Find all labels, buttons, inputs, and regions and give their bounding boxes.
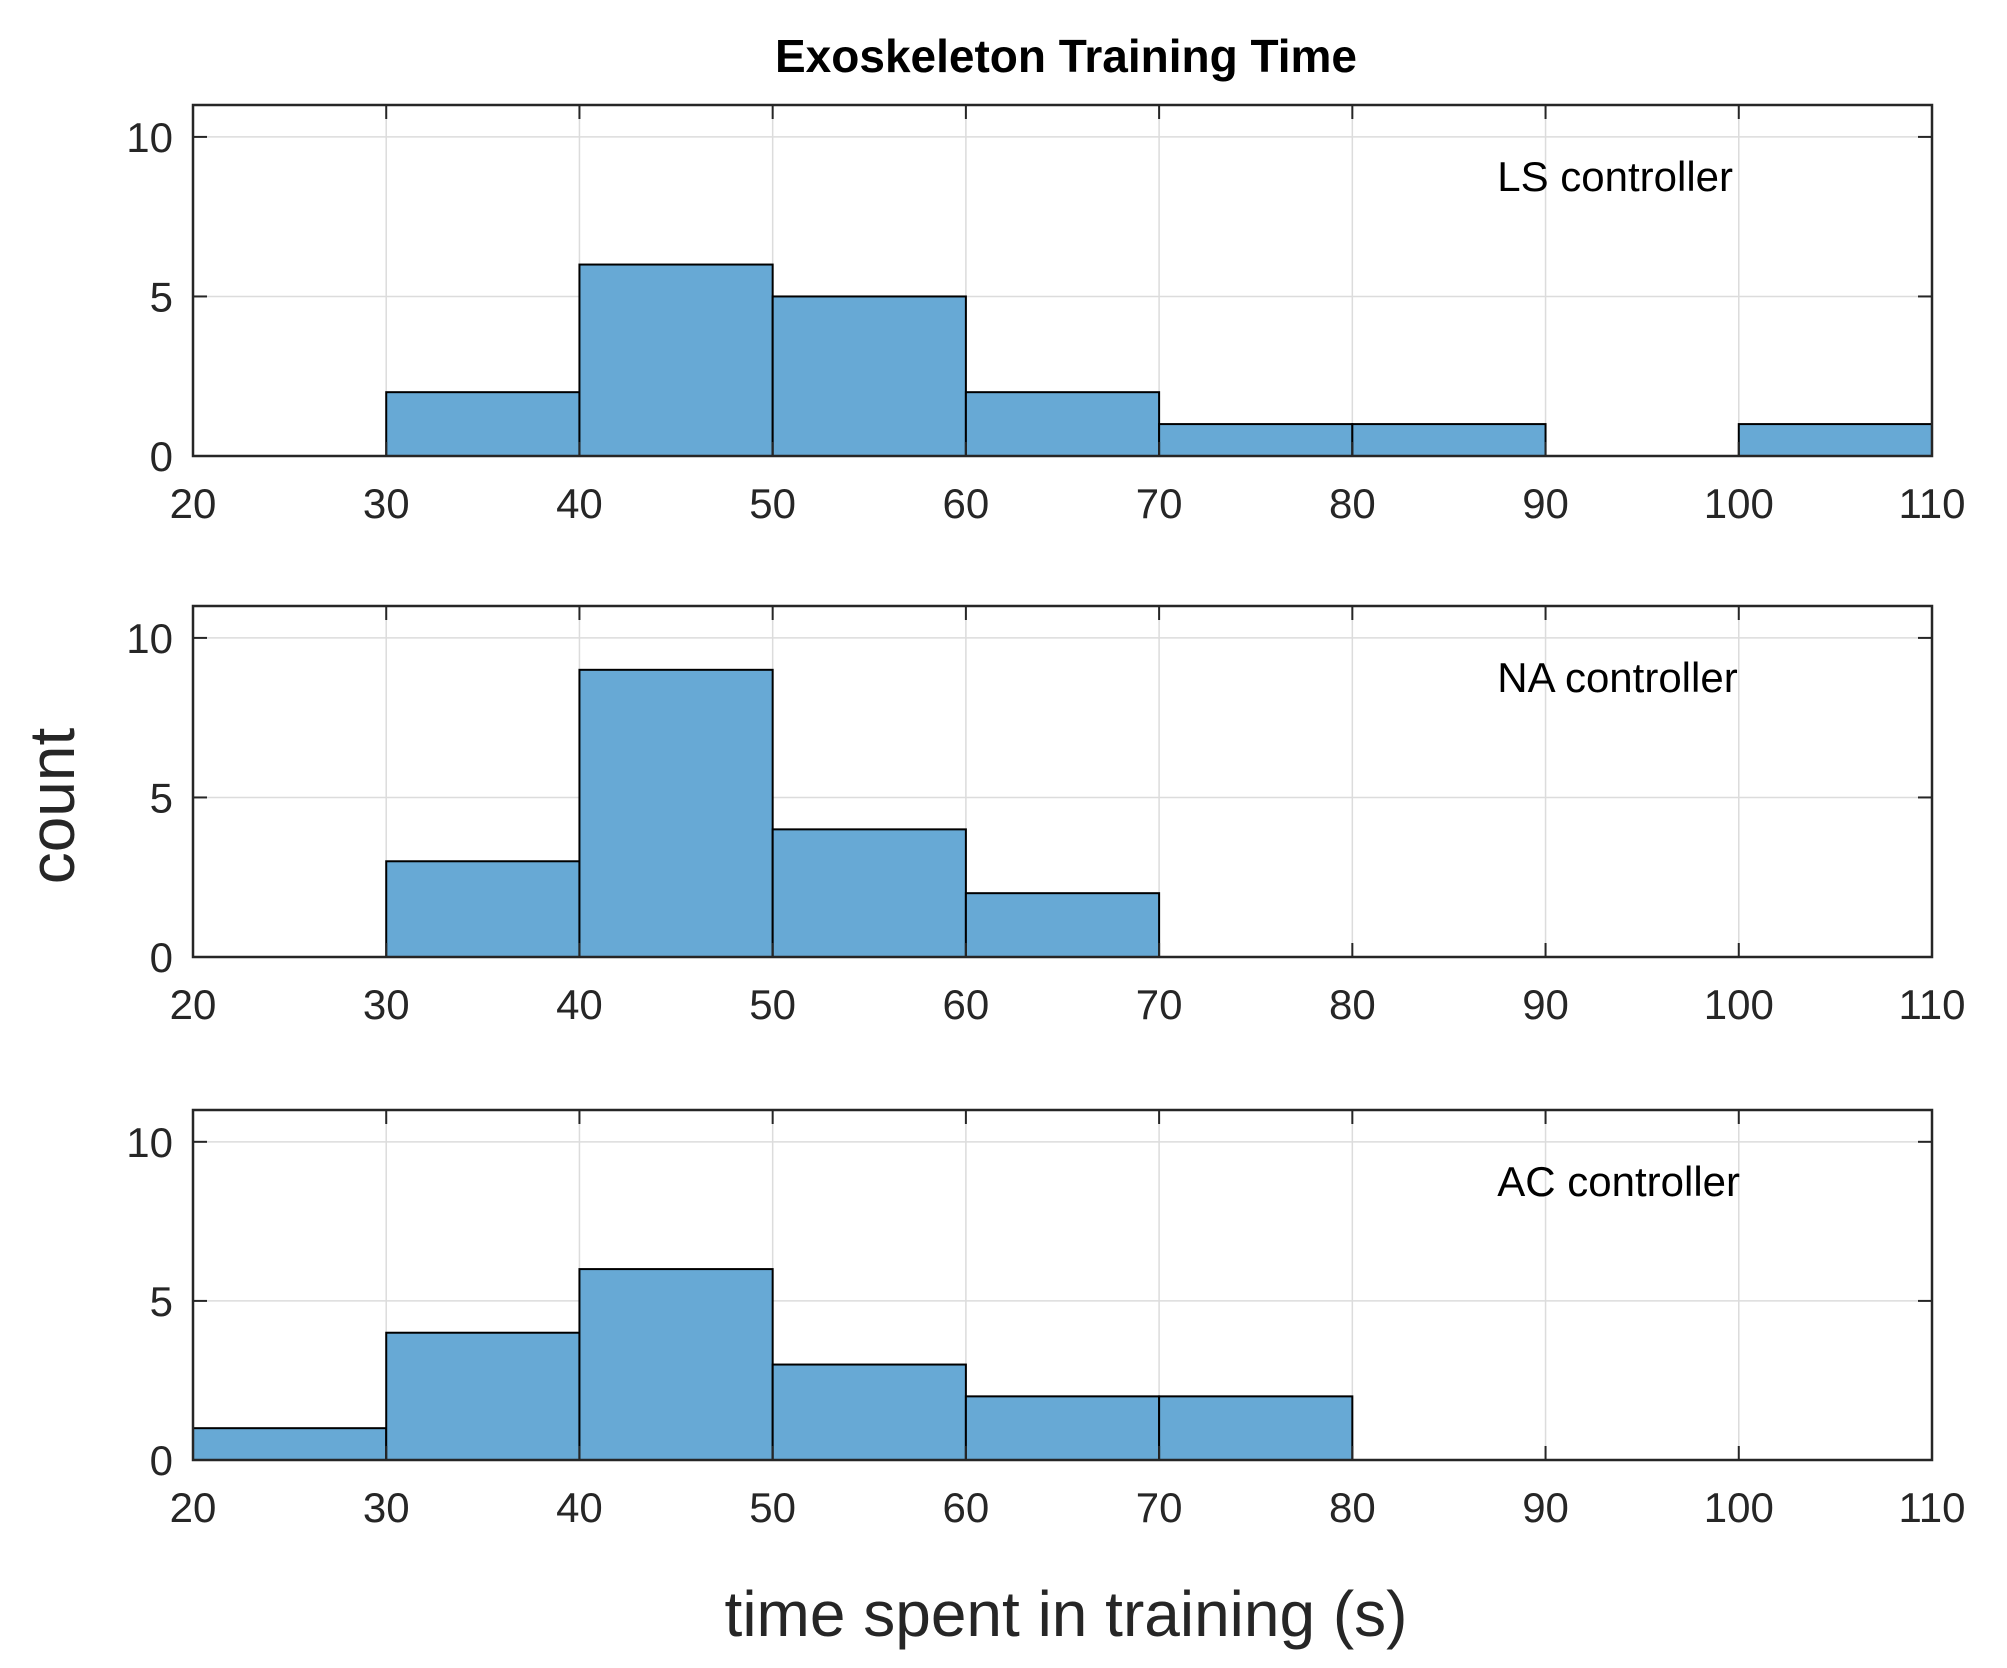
- x-tick-label: 90: [1522, 981, 1569, 1028]
- x-tick-label: 70: [1136, 981, 1183, 1028]
- axes-frame: [191, 103, 1934, 458]
- histogram-bar: [1158, 423, 1354, 458]
- x-tick-label: 20: [170, 1484, 217, 1531]
- axes-frame: [191, 604, 1934, 959]
- x-tick-label: 80: [1329, 1484, 1376, 1531]
- histogram-bar: [578, 1268, 774, 1462]
- x-tick-label: 20: [170, 981, 217, 1028]
- x-tick-label: 80: [1329, 480, 1376, 527]
- y-tick-label: 10: [126, 1119, 173, 1166]
- x-tick-label: 60: [943, 1484, 990, 1531]
- y-tick-label: 0: [150, 1437, 173, 1484]
- x-tick-label: 100: [1704, 480, 1774, 527]
- x-tick-label: 30: [363, 981, 410, 1028]
- x-tick-label: 80: [1329, 981, 1376, 1028]
- x-tick-label: 60: [943, 981, 990, 1028]
- y-tick-label: 10: [126, 615, 173, 662]
- x-tick-label: 100: [1704, 1484, 1774, 1531]
- panel-ls-controller: 20 30 40 50 60 70 80 90 100 110 0 5 10 LS controller: [126, 103, 1966, 527]
- histogram-bar: [385, 860, 581, 958]
- histogram-bar: [771, 828, 967, 959]
- x-tick-label: 40: [556, 1484, 603, 1531]
- x-tick-label: 110: [1899, 1484, 1966, 1531]
- chart-title: Exoskeleton Training Time: [775, 30, 1357, 82]
- histogram-bar: [578, 263, 774, 457]
- x-tick-label: 90: [1522, 480, 1569, 527]
- x-tick-label: 50: [749, 981, 796, 1028]
- panel-label: AC controller: [1497, 1158, 1740, 1205]
- y-tick-label: 5: [150, 273, 173, 320]
- histogram-bar: [771, 295, 967, 458]
- x-tick-label: 70: [1136, 1484, 1183, 1531]
- y-tick-label: 0: [150, 433, 173, 480]
- histogram-bar: [1351, 423, 1547, 458]
- x-tick-label: 110: [1899, 480, 1966, 527]
- x-tick-label: 40: [556, 480, 603, 527]
- histogram-bar: [385, 1331, 581, 1462]
- x-tick-label: 110: [1899, 981, 1966, 1028]
- y-tick-label: 5: [150, 1278, 173, 1325]
- y-tick-label: 0: [150, 934, 173, 981]
- panel-na-controller: 20 30 40 50 60 70 80 90 100 110 0 5 10 NA controller: [126, 604, 1966, 1028]
- x-tick-label: 20: [170, 480, 217, 527]
- histogram-bar: [1737, 423, 1934, 458]
- histogram-bar: [964, 892, 1161, 959]
- histogram-bar: [964, 1395, 1161, 1462]
- x-tick-label: 50: [749, 1484, 796, 1531]
- histogram-bar: [771, 1363, 967, 1461]
- y-axis-label: count: [16, 728, 88, 885]
- panel-label: LS controller: [1497, 153, 1733, 200]
- histogram-bar: [1158, 1395, 1354, 1462]
- histogram-bar: [964, 391, 1161, 458]
- y-tick-label: 5: [150, 774, 173, 821]
- x-tick-label: 90: [1522, 1484, 1569, 1531]
- panel-label: NA controller: [1497, 654, 1737, 701]
- histogram-bar: [578, 668, 774, 958]
- x-tick-label: 100: [1704, 981, 1774, 1028]
- x-axis-label: time spent in training (s): [725, 1578, 1408, 1650]
- histogram-bar: [192, 1427, 388, 1461]
- panel-ac-controller: 20 30 40 50 60 70 80 90 100 110 0 5 10 AC controller: [126, 1108, 1966, 1531]
- x-tick-label: 60: [943, 480, 990, 527]
- x-tick-label: 40: [556, 981, 603, 1028]
- y-tick-label: 10: [126, 114, 173, 161]
- x-tick-label: 50: [749, 480, 796, 527]
- axes-frame: [191, 1108, 1934, 1462]
- histogram-bar: [385, 391, 581, 458]
- x-tick-label: 30: [363, 480, 410, 527]
- x-tick-label: 70: [1136, 480, 1183, 527]
- x-tick-label: 30: [363, 1484, 410, 1531]
